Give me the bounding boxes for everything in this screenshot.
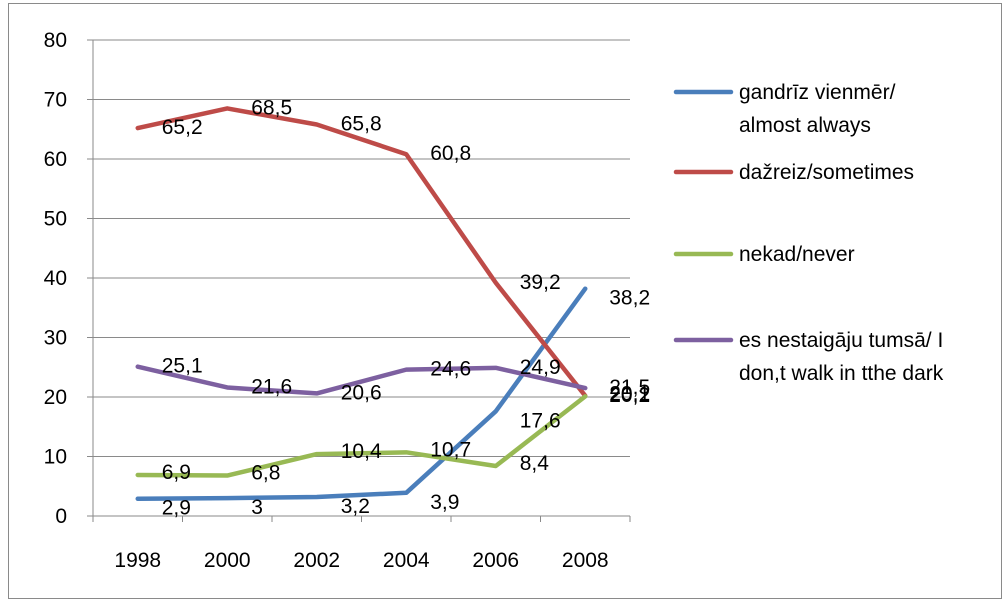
data-label: 20,1: [609, 382, 650, 405]
data-label: 17,6: [520, 409, 561, 432]
y-tick-label: 30: [44, 327, 67, 350]
legend-label: es nestaigāju tumsā/ I: [739, 329, 943, 352]
y-tick-label: 40: [44, 267, 67, 290]
data-label: 20,6: [341, 381, 382, 404]
data-label: 3,9: [430, 491, 459, 514]
data-label: 8,4: [520, 452, 550, 475]
data-label: 65,8: [341, 112, 382, 135]
series-lines: [135, 106, 588, 501]
x-tick-label: 1998: [114, 549, 161, 572]
data-label: 3: [251, 496, 263, 519]
data-label: 6,9: [162, 461, 191, 484]
data-label: 38,2: [609, 287, 650, 310]
legend-label: dažreiz/sometimes: [739, 161, 914, 184]
data-label: 2,9: [162, 497, 191, 520]
legend: gandrīz vienmēr/almost always dažreiz/som…: [673, 81, 944, 385]
y-tick-label: 10: [44, 446, 67, 469]
y-tick-label: 70: [44, 89, 67, 112]
series-line-0: [135, 286, 588, 501]
legend-label: nekad/never: [739, 243, 855, 266]
x-tick-label: 2002: [293, 549, 340, 572]
legend-label: gandrīz vienmēr/: [739, 81, 896, 104]
data-label: 60,8: [430, 142, 471, 165]
y-tick-label: 20: [44, 386, 67, 409]
data-label: 10,4: [341, 440, 382, 463]
data-label: 21,5: [609, 376, 650, 399]
data-label: 68,5: [251, 96, 292, 119]
series-line-3: [135, 364, 588, 396]
data-label: 39,2: [520, 271, 561, 294]
x-tick-label: 2008: [562, 549, 609, 572]
y-tick-label: 50: [44, 208, 67, 231]
x-tick-label: 2006: [472, 549, 519, 572]
series-line-2: [135, 394, 588, 478]
data-label: 65,2: [162, 116, 203, 139]
data-label: 10,7: [430, 438, 471, 461]
y-tick-label: 0: [55, 505, 67, 528]
y-tick-label: 80: [44, 29, 67, 52]
data-label: 24,6: [430, 358, 471, 381]
gridlines: [87, 39, 630, 517]
data-label: 24,9: [520, 356, 561, 379]
legend-label: almost always: [739, 114, 871, 137]
x-tick-label: 2000: [204, 549, 251, 572]
data-label: 21,6: [251, 375, 292, 398]
data-label: 3,2: [341, 495, 370, 518]
data-label: 6,8: [251, 462, 280, 485]
data-label: 20,2: [609, 384, 650, 407]
data-label: 25,1: [162, 355, 203, 378]
legend-label: don,t walk in tthe dark: [739, 362, 944, 385]
axes: 0 10 20 30 40 50 60 70 80 1998 2000 2002 2004 2006 200…: [44, 29, 631, 572]
y-tick-label: 60: [44, 148, 67, 171]
x-tick-label: 2004: [383, 549, 430, 572]
data-labels: 2,9 3 3,2 3,9 17,6 38,2 65,2 68,5 65,8 60,8 39,2 20…: [162, 96, 650, 519]
series-line-1: [135, 106, 588, 399]
